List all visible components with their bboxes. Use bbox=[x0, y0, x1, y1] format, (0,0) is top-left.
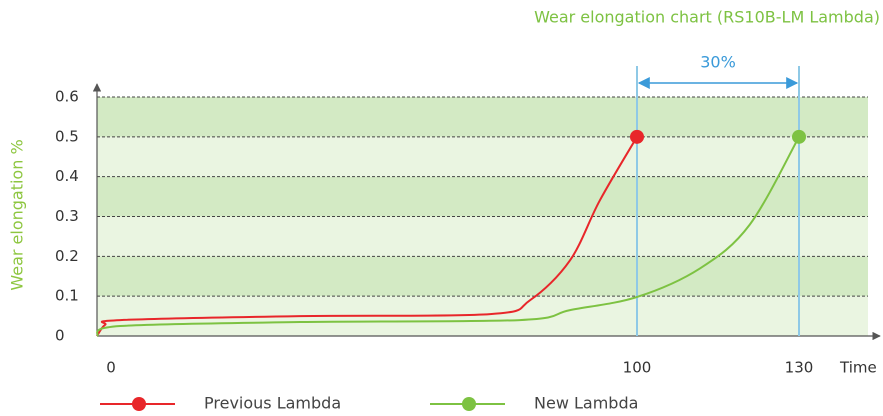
end-point bbox=[630, 129, 644, 144]
y-tick-label: 0.5 bbox=[55, 127, 79, 145]
legend-label: New Lambda bbox=[534, 394, 638, 413]
x-tick-label: 100 bbox=[623, 359, 652, 377]
y-tick-label: 0.6 bbox=[55, 88, 79, 106]
x-tick-label: 130 bbox=[785, 359, 814, 377]
x-tick-label: 0 bbox=[106, 359, 116, 377]
y-axis-label: Wear elongation % bbox=[8, 139, 27, 290]
legend-label: Previous Lambda bbox=[204, 394, 341, 413]
y-tick-label: 0.4 bbox=[55, 167, 79, 185]
y-tick-label: 0.2 bbox=[55, 247, 79, 265]
y-tick-label: 0.3 bbox=[55, 207, 79, 225]
end-point bbox=[792, 129, 806, 144]
grid-band bbox=[97, 296, 868, 336]
grid-band bbox=[97, 97, 868, 137]
grid-band bbox=[97, 136, 868, 177]
legend-marker bbox=[462, 397, 476, 411]
line bbox=[96, 136, 638, 337]
annotation: 30% bbox=[700, 53, 736, 72]
grid-band bbox=[97, 176, 868, 217]
line bbox=[96, 136, 800, 337]
chart-title: Wear elongation chart (RS10B-LM Lambda) bbox=[534, 8, 880, 27]
grid-band bbox=[97, 256, 868, 297]
y-tick-label: 0 bbox=[55, 327, 65, 345]
y-tick-label: 0.1 bbox=[55, 287, 79, 305]
legend-marker bbox=[132, 397, 146, 411]
x-axis-label: Time bbox=[839, 359, 877, 377]
